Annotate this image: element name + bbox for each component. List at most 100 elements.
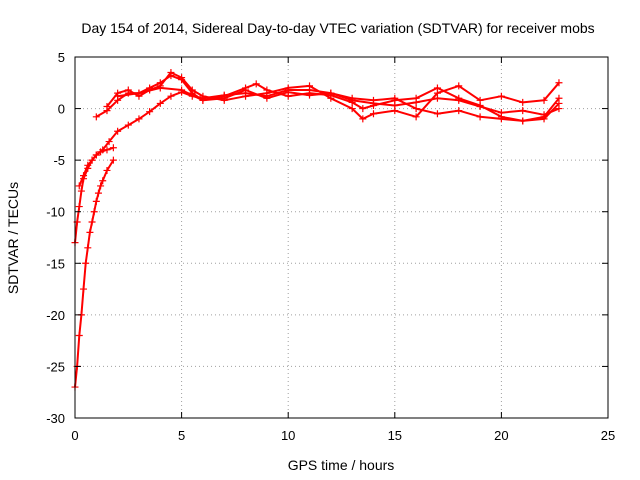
data-point — [156, 84, 164, 92]
data-point — [109, 156, 117, 164]
data-point — [263, 94, 271, 102]
data-point — [105, 138, 113, 146]
series-line — [74, 89, 560, 243]
data-point — [92, 113, 100, 121]
data-point — [135, 115, 143, 123]
chart-title: Day 154 of 2014, Sidereal Day-to-day VTE… — [81, 20, 594, 36]
data-point — [97, 182, 105, 190]
y-tick-label: -5 — [53, 153, 65, 168]
data-point — [433, 89, 441, 97]
data-point — [519, 98, 527, 106]
data-point — [114, 92, 122, 100]
data-point — [412, 113, 420, 121]
x-tick-label: 5 — [178, 428, 185, 443]
plot-frame — [74, 56, 609, 419]
data-point — [75, 203, 83, 211]
data-point — [540, 96, 548, 104]
data-point — [391, 107, 399, 115]
data-series — [71, 68, 563, 391]
data-point — [88, 218, 96, 226]
data-point — [199, 96, 207, 104]
data-point — [306, 91, 314, 99]
data-point — [519, 117, 527, 125]
data-point — [497, 92, 505, 100]
data-point — [555, 79, 563, 87]
data-point — [84, 244, 92, 252]
y-tick-label: -20 — [46, 308, 65, 323]
data-point — [455, 94, 463, 102]
data-point — [103, 103, 111, 111]
data-point — [284, 88, 292, 96]
data-point — [82, 259, 90, 267]
data-point — [242, 86, 250, 94]
data-point — [252, 80, 260, 88]
data-point — [359, 115, 367, 123]
data-point — [369, 96, 377, 104]
axis-ticks: 0 5 10 15 20 25 5 0 -5 -10 -15 -20 -25 -30 — [46, 50, 615, 443]
data-point — [188, 86, 196, 94]
x-tick-label: 25 — [601, 428, 615, 443]
data-point — [391, 94, 399, 102]
data-point — [135, 89, 143, 97]
x-tick-label: 10 — [281, 428, 295, 443]
data-point — [109, 144, 117, 152]
y-tick-label: -10 — [46, 205, 65, 220]
data-point — [77, 187, 85, 195]
data-point — [97, 148, 105, 156]
y-tick-label: -25 — [46, 359, 65, 374]
series-line — [106, 71, 560, 120]
data-point — [540, 113, 548, 121]
data-point — [75, 331, 83, 339]
data-point — [476, 113, 484, 121]
x-tick-label: 20 — [494, 428, 508, 443]
data-point — [103, 166, 111, 174]
series-line — [95, 74, 560, 122]
data-point — [75, 182, 83, 190]
y-tick-label: -15 — [46, 256, 65, 271]
data-point — [178, 74, 186, 82]
data-point — [103, 146, 111, 154]
data-point — [92, 197, 100, 205]
x-tick-label: 0 — [71, 428, 78, 443]
data-point — [90, 208, 98, 216]
x-tick-label: 15 — [388, 428, 402, 443]
data-point — [519, 107, 527, 115]
data-point — [124, 121, 132, 129]
data-point — [220, 94, 228, 102]
data-point — [455, 82, 463, 90]
data-point — [306, 82, 314, 90]
data-point — [348, 105, 356, 113]
data-point — [167, 92, 175, 100]
data-point — [555, 94, 563, 102]
y-tick-label: 0 — [58, 102, 65, 117]
data-point — [412, 105, 420, 113]
data-point — [167, 68, 175, 76]
y-tick-label: 5 — [58, 50, 65, 65]
series-line — [117, 86, 560, 122]
data-point — [476, 96, 484, 104]
data-point — [84, 161, 92, 169]
data-point — [146, 108, 154, 116]
data-point — [359, 105, 367, 113]
data-point — [80, 172, 88, 180]
data-point — [348, 94, 356, 102]
data-point — [114, 127, 122, 135]
data-point — [497, 115, 505, 123]
data-point — [156, 99, 164, 107]
data-point — [178, 86, 186, 94]
data-point — [327, 89, 335, 97]
data-point — [242, 92, 250, 100]
y-tick-label: -30 — [46, 411, 65, 426]
data-point — [88, 156, 96, 164]
data-point — [369, 110, 377, 118]
series-track-c — [75, 144, 117, 190]
data-point — [86, 228, 94, 236]
series-track-f — [114, 84, 563, 125]
data-point — [80, 285, 88, 293]
data-point — [412, 94, 420, 102]
series-track-b — [71, 156, 117, 391]
data-point — [92, 151, 100, 159]
x-axis-label: GPS time / hours — [288, 457, 395, 473]
data-point — [455, 107, 463, 115]
